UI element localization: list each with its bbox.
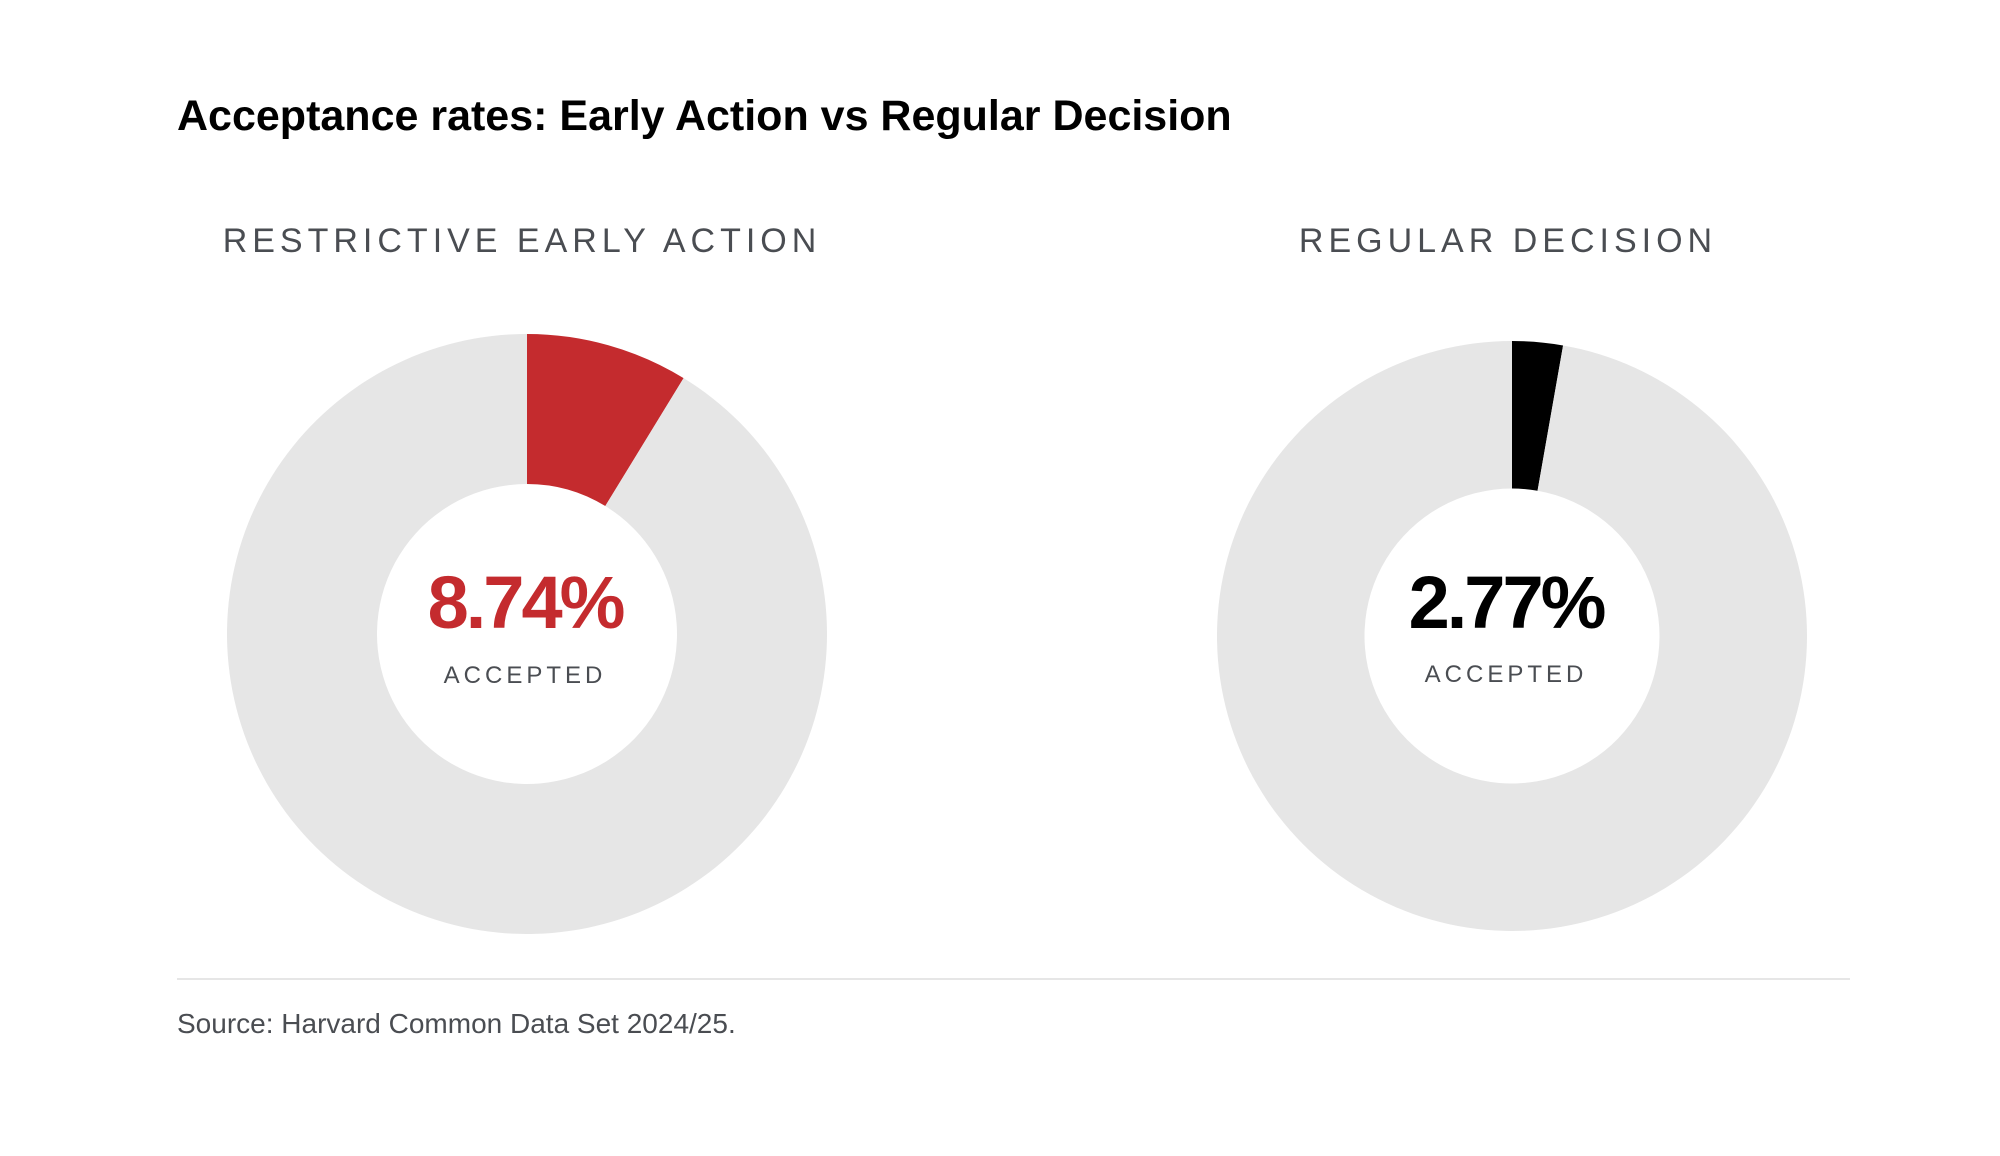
center-sublabel-regular-decision: ACCEPTED [1424,661,1588,688]
chart-label-regular-decision: REGULAR DECISION [1298,222,1718,260]
chart-label-early-action: RESTRICTIVE EARLY ACTION [222,222,822,260]
donut-early-action [227,334,827,934]
center-sublabel-early-action: ACCEPTED [443,662,607,689]
early-action-accepted-slice [527,334,684,507]
regular-decision-accepted-slice [1512,341,1564,491]
regular-decision-remainder-slice [1216,341,1807,931]
source-note: Source: Harvard Common Data Set 2024/25. [177,1008,736,1039]
center-value-regular-decision: 2.77% [1408,561,1607,644]
donut-regular-decision [1216,341,1807,931]
divider [177,978,1850,980]
center-value-early-action: 8.74% [427,561,626,644]
chart-title: Acceptance rates: Early Action vs Regula… [177,92,1232,140]
early-action-remainder-slice [227,334,827,934]
